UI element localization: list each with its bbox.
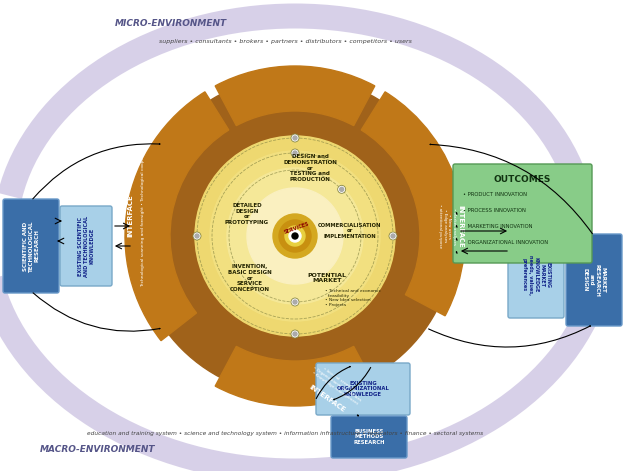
Circle shape [193,232,201,240]
FancyArrowPatch shape [456,252,457,253]
FancyBboxPatch shape [453,164,592,263]
Circle shape [291,298,299,306]
Text: DETAILED
DESIGN
or
PROTOTYPING: DETAILED DESIGN or PROTOTYPING [225,203,269,225]
Wedge shape [361,92,465,316]
Circle shape [391,234,395,238]
Text: • Market analyses
• New users
• Edge analyses
• attentional purpose: • Market analyses • New users • Edge ana… [438,204,456,248]
Text: SCIENTIFIC AND
TECHNOLOGICAL
RESEARCH: SCIENTIFIC AND TECHNOLOGICAL RESEARCH [23,220,39,272]
Text: • Technical and economic
  feasibility
• New Idea selection
• Projects: • Technical and economic feasibility • N… [325,289,381,307]
Circle shape [285,226,305,246]
FancyBboxPatch shape [566,234,622,326]
Text: SERVICES: SERVICES [284,221,310,235]
Text: Technological scanning and foresight • Technological cooperation: Technological scanning and foresight • T… [141,145,145,287]
Circle shape [340,187,344,191]
FancyArrowPatch shape [456,226,457,227]
FancyArrowPatch shape [430,144,592,234]
Circle shape [291,134,299,142]
Circle shape [289,230,301,242]
FancyBboxPatch shape [3,199,59,293]
Text: MARKET
RESEARCH
and
DESIGN: MARKET RESEARCH and DESIGN [583,264,605,296]
Circle shape [247,188,343,284]
FancyArrowPatch shape [33,144,160,199]
Text: suppliers • consultants • brokers • partners • distributors • competitors • user: suppliers • consultants • brokers • part… [158,39,411,43]
Text: INTERFACE: INTERFACE [127,195,133,237]
Wedge shape [215,66,375,126]
Circle shape [195,136,395,336]
Wedge shape [125,92,229,341]
Text: • Internal creativity
• Organizational capabilities
• Knowledge management: • Internal creativity • Organizational c… [310,362,365,406]
Circle shape [279,220,311,252]
Circle shape [273,214,317,258]
Text: EXISTING SCIENTIFIC
AND TECHNOLOGICAL
KNOWLEDGE: EXISTING SCIENTIFIC AND TECHNOLOGICAL KN… [78,215,94,276]
Text: MICRO-ENVIRONMENT: MICRO-ENVIRONMENT [115,18,227,27]
Text: • MARKETING INNOVATION: • MARKETING INNOVATION [463,224,532,228]
Circle shape [337,185,346,193]
Text: INVENTION,
BASIC DESIGN
or
SERVICE
CONCEPTION: INVENTION, BASIC DESIGN or SERVICE CONCE… [228,264,272,292]
Text: • ORGANIZATIONAL INNOVATION: • ORGANIZATIONAL INNOVATION [463,239,548,244]
FancyBboxPatch shape [60,206,112,286]
Circle shape [291,330,299,338]
FancyArrowPatch shape [33,293,160,331]
FancyArrowPatch shape [334,367,371,400]
FancyArrowPatch shape [316,366,350,398]
Text: OUTCOMES: OUTCOMES [494,174,551,184]
Text: BUSINESS
METHODS
RESEARCH: BUSINESS METHODS RESEARCH [353,429,385,445]
Circle shape [292,233,298,239]
FancyBboxPatch shape [508,232,564,318]
Text: POTENTIAL
MARKET: POTENTIAL MARKET [308,273,346,284]
Circle shape [293,332,297,336]
Text: DESIGN and
DEMONSTRATION
or
TESTING and
PRODUCTION: DESIGN and DEMONSTRATION or TESTING and … [283,154,337,182]
Circle shape [135,76,455,396]
FancyArrowPatch shape [456,239,457,240]
Text: • PROCESS INNOVATION: • PROCESS INNOVATION [463,208,526,212]
Circle shape [293,136,297,140]
Text: education and training system • science and technology system • information infr: education and training system • science … [87,430,483,436]
FancyBboxPatch shape [316,363,410,415]
Text: EXISTING
ORGANIZATIONAL
KNOWLEDGE: EXISTING ORGANIZATIONAL KNOWLEDGE [337,381,389,398]
Circle shape [389,232,397,240]
Wedge shape [215,346,375,406]
Text: EXISTING
MARKET
KNOWLEDGE
needs, values,
preferences: EXISTING MARKET KNOWLEDGE needs, values,… [522,255,550,295]
Circle shape [195,234,199,238]
FancyBboxPatch shape [331,416,407,458]
Text: INTERFACE: INTERFACE [308,384,346,414]
Circle shape [210,151,380,321]
Circle shape [293,300,297,304]
FancyArrowPatch shape [429,326,591,347]
Circle shape [227,168,363,304]
Text: • PRODUCT INNOVATION: • PRODUCT INNOVATION [463,192,527,196]
Text: MACRO-ENVIRONMENT: MACRO-ENVIRONMENT [40,445,156,454]
Text: COMMERCIALISATION
or
IMPLEMENTATION: COMMERCIALISATION or IMPLEMENTATION [318,223,382,239]
Circle shape [293,151,297,155]
FancyArrowPatch shape [456,213,457,214]
Text: INTERFACE: INTERFACE [457,204,463,247]
Circle shape [291,149,299,157]
